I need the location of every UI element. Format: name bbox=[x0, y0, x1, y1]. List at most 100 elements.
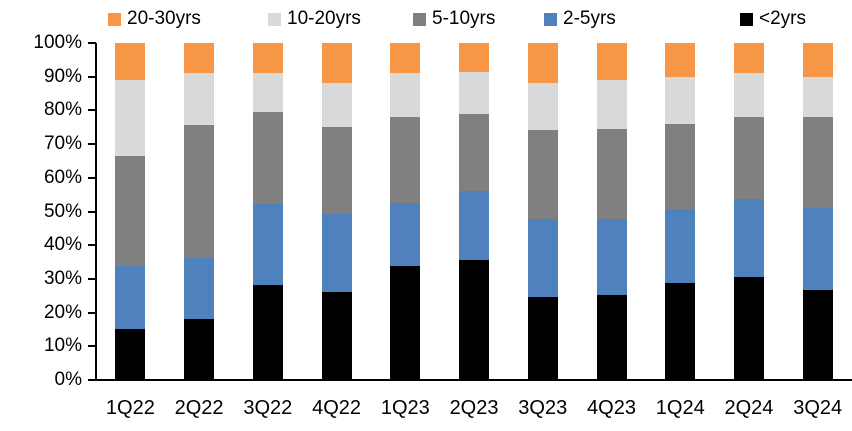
bar-slot bbox=[302, 43, 371, 379]
bar-slot bbox=[646, 43, 715, 379]
bar-segment-2-5yrs bbox=[459, 190, 490, 260]
bar-segment-20-30yrs bbox=[733, 43, 764, 74]
stacked-bar-2Q24 bbox=[733, 43, 764, 379]
legend-swatch-icon bbox=[740, 12, 753, 26]
y-axis-tick-mark bbox=[88, 244, 96, 247]
bar-segment-<2yrs bbox=[184, 318, 215, 379]
bar-segment-10-20yrs bbox=[459, 71, 490, 114]
bar-segment-5-10yrs bbox=[596, 128, 627, 220]
bar-segment-2-5yrs bbox=[115, 266, 146, 329]
y-axis-tick-mark bbox=[88, 210, 96, 213]
legend-item: <2yrs bbox=[740, 6, 806, 32]
legend-swatch-icon bbox=[108, 12, 121, 26]
bar-segment-20-30yrs bbox=[390, 43, 421, 74]
bar-segment-10-20yrs bbox=[527, 83, 558, 131]
legend-item: 20-30yrs bbox=[108, 6, 201, 32]
bar-slot bbox=[96, 43, 165, 379]
bar-segment-20-30yrs bbox=[665, 43, 696, 77]
bar-segment-5-10yrs bbox=[459, 113, 490, 191]
bar-segment-2-5yrs bbox=[390, 202, 421, 267]
bar-segment-20-30yrs bbox=[802, 43, 833, 77]
bar-slot bbox=[577, 43, 646, 379]
bar-segment-<2yrs bbox=[321, 291, 352, 379]
bar-slot bbox=[165, 43, 234, 379]
bar-segment-2-5yrs bbox=[252, 204, 283, 285]
x-axis-tick-label: 1Q24 bbox=[655, 397, 705, 419]
bar-segment-5-10yrs bbox=[802, 116, 833, 208]
bar-segment-10-20yrs bbox=[390, 73, 421, 117]
y-axis-tick-label: 40% bbox=[43, 234, 82, 256]
y-axis-tick-label: 50% bbox=[43, 200, 82, 222]
bar-segment-10-20yrs bbox=[596, 79, 627, 129]
y-axis-tick-mark bbox=[88, 176, 96, 179]
legend-label: 10-20yrs bbox=[287, 8, 361, 29]
bar-segment-2-5yrs bbox=[321, 214, 352, 292]
bar-segment-<2yrs bbox=[390, 266, 421, 379]
y-axis-tick-mark bbox=[88, 75, 96, 78]
bar-segment-10-20yrs bbox=[184, 73, 215, 126]
x-axis-labels: 1Q22 2Q22 3Q22 4Q22 1Q23 2Q23 3Q23 4Q23 1Q24 2Q24… bbox=[96, 396, 852, 420]
bar-segment-2-5yrs bbox=[596, 219, 627, 295]
legend-item: 10-20yrs bbox=[268, 6, 361, 32]
x-axis-tick-label: 1Q22 bbox=[105, 397, 155, 419]
bar-segment-5-10yrs bbox=[733, 116, 764, 200]
y-axis-tick-label: 80% bbox=[43, 99, 82, 121]
bar-segment-20-30yrs bbox=[184, 43, 215, 74]
bar-segment-2-5yrs bbox=[733, 199, 764, 277]
bar-segment-<2yrs bbox=[527, 296, 558, 379]
bar-segment-20-30yrs bbox=[321, 43, 352, 84]
y-axis-tick-label: 0% bbox=[54, 369, 82, 390]
bar-segment-20-30yrs bbox=[596, 43, 627, 80]
y-axis-tick-label: 30% bbox=[43, 267, 82, 289]
bar-segment-<2yrs bbox=[596, 295, 627, 379]
legend-label: 5-10yrs bbox=[432, 8, 496, 29]
bar-segment-5-10yrs bbox=[252, 111, 283, 205]
bar-slot bbox=[783, 43, 852, 379]
bar-segment-<2yrs bbox=[115, 328, 146, 379]
bar-segment-20-30yrs bbox=[115, 43, 146, 80]
x-axis-tick-label: 4Q23 bbox=[587, 397, 636, 419]
bar-segment-5-10yrs bbox=[115, 155, 146, 267]
y-axis-tick-mark bbox=[88, 311, 96, 314]
y-axis-tick-mark bbox=[88, 42, 96, 44]
bar-segment-10-20yrs bbox=[252, 73, 283, 112]
x-axis-tick-label: 2Q24 bbox=[724, 397, 774, 419]
stacked-bar-2Q22 bbox=[184, 43, 215, 379]
y-axis-tick-mark bbox=[88, 143, 96, 146]
bar-segment-10-20yrs bbox=[115, 79, 146, 156]
stacked-bar-1Q24 bbox=[665, 43, 696, 379]
x-axis-line bbox=[88, 379, 852, 381]
y-axis-tick-mark bbox=[88, 109, 96, 112]
stacked-bar-3Q23 bbox=[527, 43, 558, 379]
bar-segment-10-20yrs bbox=[733, 73, 764, 117]
x-axis-tick-label: 2Q22 bbox=[174, 397, 224, 419]
stacked-bar-3Q22 bbox=[252, 43, 283, 379]
legend-item: 5-10yrs bbox=[413, 6, 495, 32]
bar-segment-10-20yrs bbox=[665, 76, 696, 124]
bar-segment-<2yrs bbox=[459, 259, 490, 379]
bar-segment-5-10yrs bbox=[390, 116, 421, 203]
plot-area bbox=[96, 43, 852, 379]
y-axis-tick-mark bbox=[88, 277, 96, 280]
stacked-bar-1Q22 bbox=[115, 43, 146, 379]
bar-segment-2-5yrs bbox=[665, 209, 696, 284]
bar-segment-<2yrs bbox=[665, 283, 696, 379]
y-axis-tick-label: 60% bbox=[43, 166, 82, 188]
bar-segment-5-10yrs bbox=[665, 123, 696, 210]
legend-swatch-icon bbox=[413, 12, 426, 26]
x-axis-tick-label: 2Q23 bbox=[449, 397, 499, 419]
y-axis-tick-label: 10% bbox=[43, 335, 82, 357]
y-axis-tick-label: 90% bbox=[43, 65, 82, 87]
bar-slot bbox=[715, 43, 784, 379]
y-axis-tick-mark bbox=[88, 345, 96, 348]
bar-segment-20-30yrs bbox=[252, 43, 283, 74]
stacked-bar-4Q23 bbox=[596, 43, 627, 379]
stacked-bar-4Q22 bbox=[321, 43, 352, 379]
x-axis-tick-label: 3Q22 bbox=[243, 397, 293, 419]
bar-segment-<2yrs bbox=[802, 289, 833, 379]
stacked-bar-3Q24 bbox=[802, 43, 833, 379]
y-axis-tick-label: 70% bbox=[43, 133, 82, 155]
bar-slot bbox=[233, 43, 302, 379]
bar-segment-<2yrs bbox=[252, 284, 283, 379]
